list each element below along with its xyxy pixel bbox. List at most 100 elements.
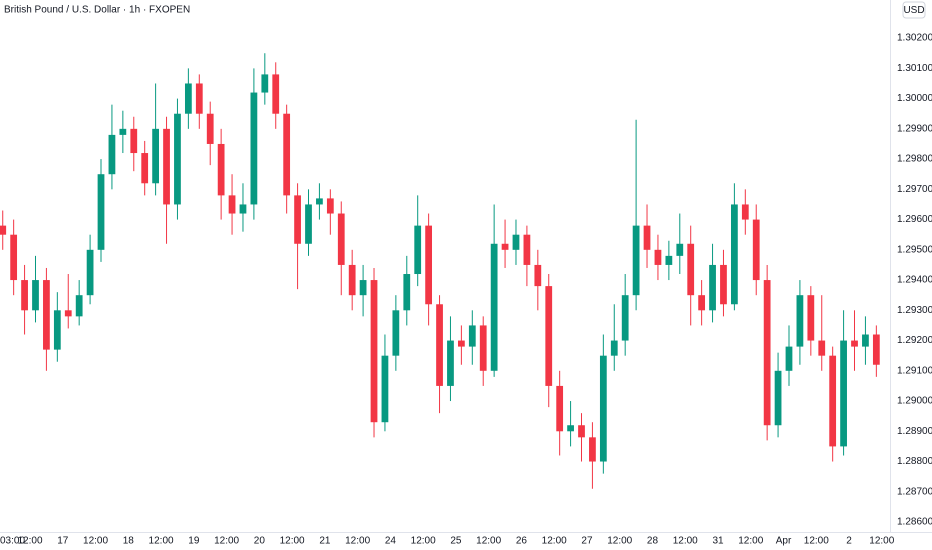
candle-body [206, 113, 214, 144]
y-tick-label: 1.29300 [897, 305, 932, 316]
y-tick-label: 1.29900 [897, 123, 932, 134]
candle-body [108, 134, 116, 175]
candle-body [829, 355, 837, 447]
candle-body [479, 325, 487, 371]
currency-label[interactable]: USD [903, 5, 924, 16]
y-tick-label: 1.29200 [897, 335, 932, 346]
x-tick-label: 12:00 [214, 536, 239, 547]
candle-body [872, 334, 880, 365]
candle-body [370, 280, 378, 423]
candle-body [698, 295, 706, 311]
candle-body [468, 325, 476, 347]
candle-body [130, 128, 138, 154]
candle-body [152, 128, 159, 184]
x-tick-label: 26 [516, 536, 528, 547]
x-tick-label: 27 [581, 536, 593, 547]
x-tick-label: 12:00 [476, 536, 501, 547]
x-tick-label: 12:00 [607, 536, 632, 547]
x-tick-label: 12:00 [345, 536, 370, 547]
y-tick-label: 1.28800 [897, 456, 932, 467]
candle-body [436, 304, 443, 386]
candle-body [643, 225, 651, 250]
candle-body [261, 74, 269, 93]
candle-body [589, 437, 596, 462]
candle-body [75, 295, 83, 317]
candle-body [501, 243, 509, 250]
candle-body [676, 243, 684, 256]
candle-body [796, 295, 804, 347]
y-tick-label: 1.30100 [897, 63, 932, 74]
x-tick-label: 12:00 [869, 536, 894, 547]
candle-body [654, 249, 662, 265]
x-tick-label: 28 [647, 536, 659, 547]
candle-body [567, 425, 574, 432]
candle-body [785, 346, 793, 371]
candle-body [184, 83, 192, 114]
currency-box[interactable] [902, 1, 926, 19]
candle-body [490, 243, 498, 371]
candle-body [610, 340, 618, 356]
candle-body [665, 255, 673, 265]
x-tick-label: 21 [319, 536, 331, 547]
candle-body [632, 225, 640, 296]
candle-body [392, 310, 400, 356]
candle-body [141, 153, 149, 184]
y-tick-label: 1.29000 [897, 396, 932, 407]
candle-body [534, 264, 542, 287]
y-tick-label: 1.29800 [897, 154, 932, 165]
candle-body [403, 274, 411, 311]
candle-body [228, 195, 236, 214]
candle-body [316, 198, 323, 205]
x-tick-label: 12:00 [18, 536, 43, 547]
candle-body [818, 340, 826, 356]
y-tick-label: 1.29600 [897, 214, 932, 225]
x-tick-label: 12:00 [542, 536, 567, 547]
x-tick-label: 12:00 [149, 536, 174, 547]
candle-body [0, 225, 7, 235]
candle-body [621, 295, 629, 341]
y-tick-label: 1.29100 [897, 365, 932, 376]
y-tick-label: 1.28700 [897, 486, 932, 497]
x-tick-label: 20 [254, 536, 266, 547]
x-tick-label: Apr [776, 536, 792, 547]
candle-body [851, 340, 858, 347]
candle-body [687, 243, 695, 296]
candle-body [709, 264, 716, 311]
candle-body [10, 234, 18, 281]
x-tick-label: 19 [188, 536, 200, 547]
candle-body [32, 280, 39, 311]
candle-body [64, 310, 72, 317]
candle-body [578, 425, 585, 438]
candle-body [53, 310, 61, 350]
x-tick-label: 12:00 [83, 536, 108, 547]
chart-title: British Pound / U.S. Dollar · 1h · FXOPE… [4, 5, 190, 16]
x-tick-label: 25 [450, 536, 462, 547]
x-tick-label: 18 [123, 536, 135, 547]
candle-body [720, 264, 727, 305]
candle-body [523, 234, 531, 265]
candle-body [763, 280, 771, 426]
candle-body [239, 204, 247, 214]
y-tick-label: 1.29500 [897, 244, 932, 255]
x-tick-label: 24 [385, 536, 397, 547]
candle-body [556, 385, 564, 432]
candle-body [119, 128, 127, 135]
candle-body [807, 295, 815, 341]
y-tick-label: 1.30200 [897, 33, 932, 44]
candle-body [425, 225, 433, 305]
candle-body [272, 74, 280, 114]
candle-body [862, 334, 869, 347]
candle-body [774, 370, 782, 426]
candle-body [250, 92, 258, 205]
y-tick-label: 1.29400 [897, 275, 932, 286]
candle-body [294, 195, 301, 244]
y-tick-label: 1.29700 [897, 184, 932, 195]
candle-body [217, 143, 225, 196]
x-tick-label: 12:00 [738, 536, 763, 547]
candle-body [381, 355, 389, 423]
candle-body [512, 234, 520, 250]
candle-body [348, 264, 356, 296]
candle-body [21, 280, 28, 311]
